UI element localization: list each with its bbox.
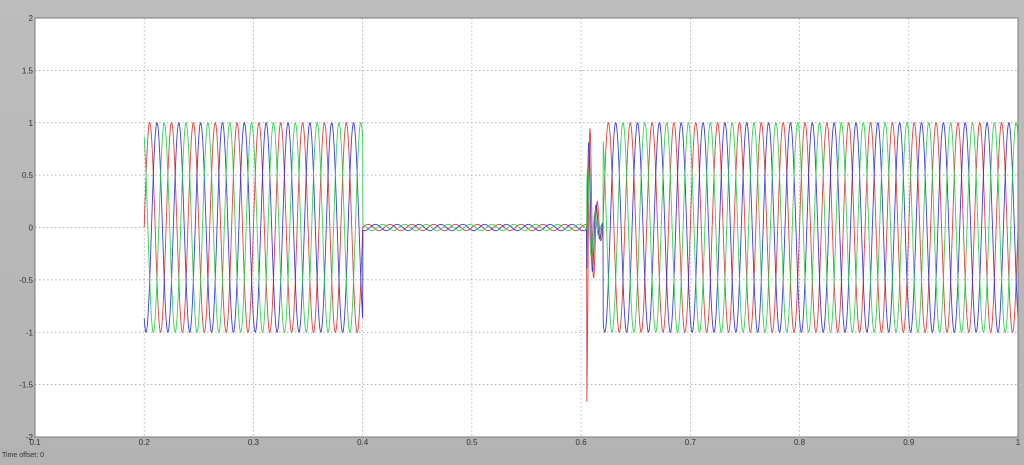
y-tick-label: 0	[29, 224, 34, 233]
tick-labels: 0.1 0.2 0.3 0.4 0.5 0.6 0.7 0.8 0.9 1 2 1.5 1 0.5 0 -0.…	[19, 14, 1021, 447]
x-tick-label: 0.1	[29, 438, 41, 447]
x-tick-label: 0.4	[357, 438, 369, 447]
x-tick-label: 0.5	[466, 438, 478, 447]
time-offset-label: Time offset:	[2, 452, 39, 459]
y-tick-label: -0.5	[19, 276, 33, 285]
x-tick-label: 1	[1016, 438, 1021, 447]
waveform-series	[143, 122, 1019, 402]
y-tick-label: -2	[26, 433, 34, 442]
y-tick-label: -1.5	[19, 381, 33, 390]
y-tick-label: 0.5	[22, 171, 34, 180]
time-offset-readout: Time offset: 0	[2, 452, 44, 459]
series-line	[143, 122, 1019, 333]
x-tick-label: 0.3	[248, 438, 260, 447]
x-tick-label: 0.9	[903, 438, 915, 447]
y-tick-label: 1.5	[22, 66, 34, 75]
x-tick-label: 0.6	[576, 438, 588, 447]
y-tick-label: 1	[29, 119, 34, 128]
x-tick-label: 0.7	[685, 438, 697, 447]
series-line	[143, 122, 1019, 333]
y-tick-label: 2	[29, 14, 34, 23]
y-tick-label: -1	[26, 328, 34, 337]
x-tick-label: 0.8	[794, 438, 806, 447]
time-offset-value: 0	[40, 452, 45, 459]
axes-frame	[34, 17, 1019, 438]
series-line	[143, 122, 1019, 402]
x-tick-label: 0.2	[139, 438, 151, 447]
